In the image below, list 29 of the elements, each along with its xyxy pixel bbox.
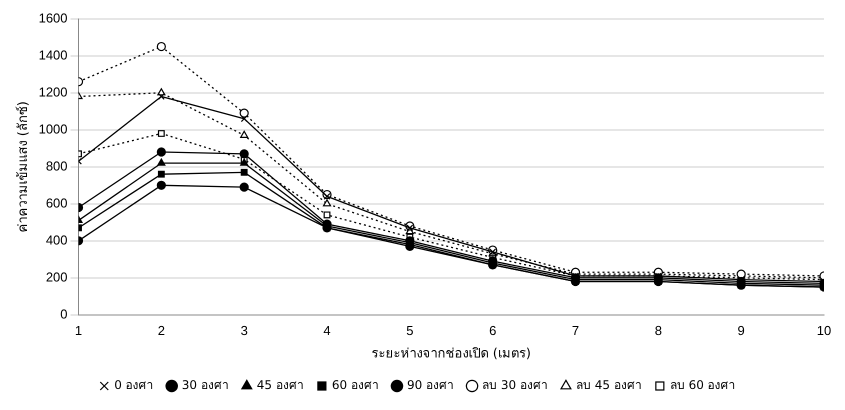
y-tick-label: 200 xyxy=(46,269,68,284)
y-axis-title: ค่าความเข้มแสง (ลักซ์) xyxy=(15,101,32,232)
legend-label: 90 องศา xyxy=(406,378,454,392)
y-tick-label: 0 xyxy=(60,306,68,322)
y-tick-label: 1400 xyxy=(38,47,68,62)
y-tick-label: 400 xyxy=(46,232,68,248)
legend-label: 0 องศา xyxy=(114,378,154,392)
legend-label: ลบ 45 องศา xyxy=(576,378,642,392)
legend-label: 45 องศา xyxy=(256,378,304,392)
x-axis-title: ระยะห่างจากช่องเปิด (เมตร) xyxy=(372,346,531,362)
y-tick-label: 1600 xyxy=(38,10,68,26)
x-tick-label: 1 xyxy=(74,323,82,338)
x-tick-label: 6 xyxy=(489,323,496,338)
x-tick-label: 5 xyxy=(406,323,414,338)
x-tick-label: 10 xyxy=(816,323,832,338)
y-tick-label: 1000 xyxy=(38,121,68,136)
legend-label: ลบ 30 องศา xyxy=(482,378,548,392)
legend-label: ลบ 60 องศา xyxy=(670,378,736,392)
x-tick-label: 3 xyxy=(240,323,248,338)
y-tick-label: 600 xyxy=(46,195,68,210)
legend-label: 30 องศา xyxy=(182,378,229,392)
x-tick-label: 2 xyxy=(158,323,165,338)
x-tick-label: 8 xyxy=(654,323,662,338)
x-tick-label: 9 xyxy=(738,323,745,338)
y-tick-label: 1200 xyxy=(38,84,68,100)
x-tick-label: 4 xyxy=(323,323,331,338)
y-tick-label: 800 xyxy=(46,158,68,174)
x-tick-label: 7 xyxy=(572,323,580,338)
legend-label: 60 องศา xyxy=(332,378,379,392)
